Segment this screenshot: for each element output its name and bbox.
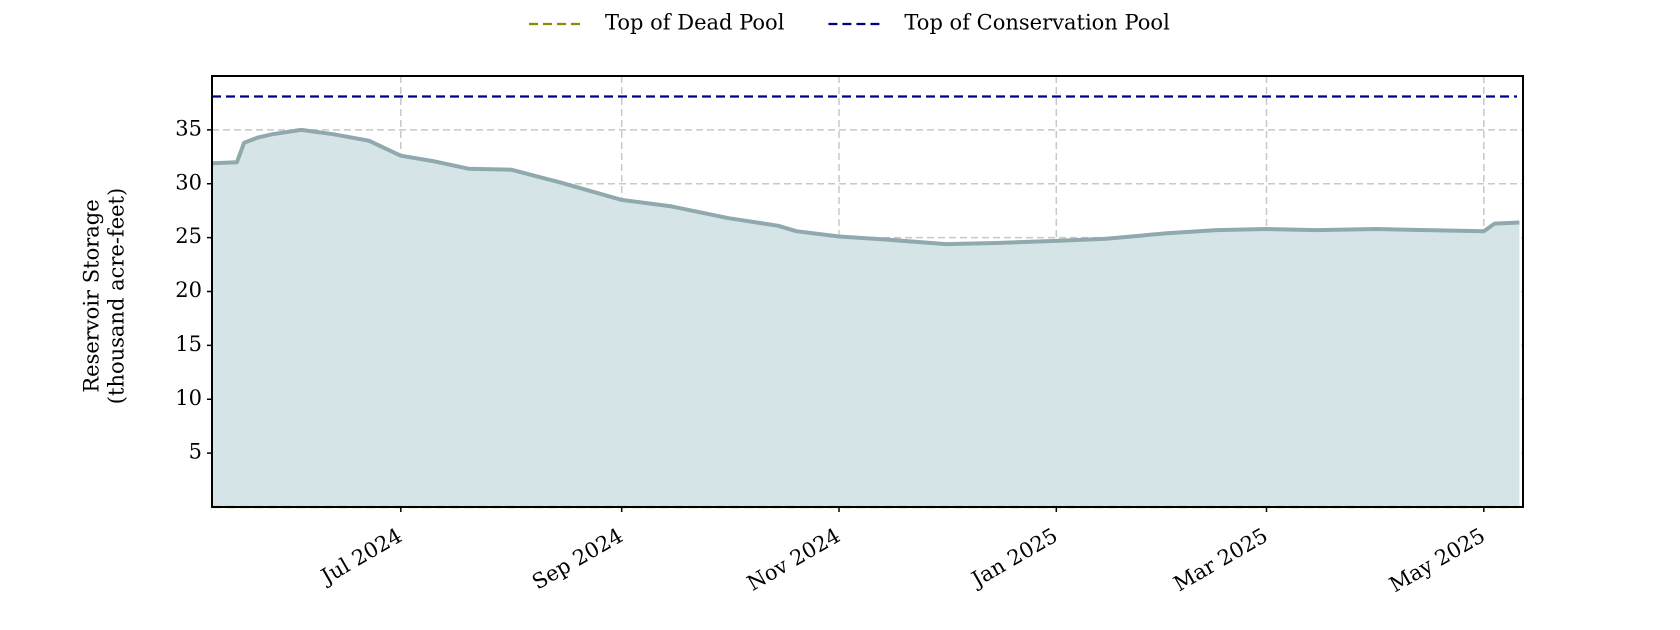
x-tick-label: Mar 2025	[1170, 523, 1272, 596]
y-tick-label: 25	[175, 224, 202, 248]
legend-label: Top of Conservation Pool	[904, 11, 1170, 35]
x-tick-label: Nov 2024	[743, 523, 844, 595]
legend-label: Top of Dead Pool	[605, 11, 785, 35]
area	[212, 129, 1520, 507]
y-axis-label: Reservoir Storage(thousand acre-feet)	[79, 188, 128, 404]
x-tick-label: Sep 2024	[528, 523, 627, 594]
y-tick-label: 20	[175, 278, 202, 302]
x-tick-label: Jan 2025	[966, 523, 1062, 592]
legend: Top of Dead Pool Top of Conservation Pool	[529, 11, 1170, 35]
line	[211, 127, 1520, 247]
y-tick-label: 5	[189, 440, 202, 464]
y-tick-label: 30	[175, 170, 202, 194]
y-tick-label: 10	[175, 386, 202, 410]
y-tick-label: 35	[175, 116, 202, 140]
y-tick-label: 15	[175, 332, 202, 356]
x-tick-label: Jul 2024	[315, 523, 406, 589]
x-tick-label: May 2025	[1385, 523, 1489, 597]
